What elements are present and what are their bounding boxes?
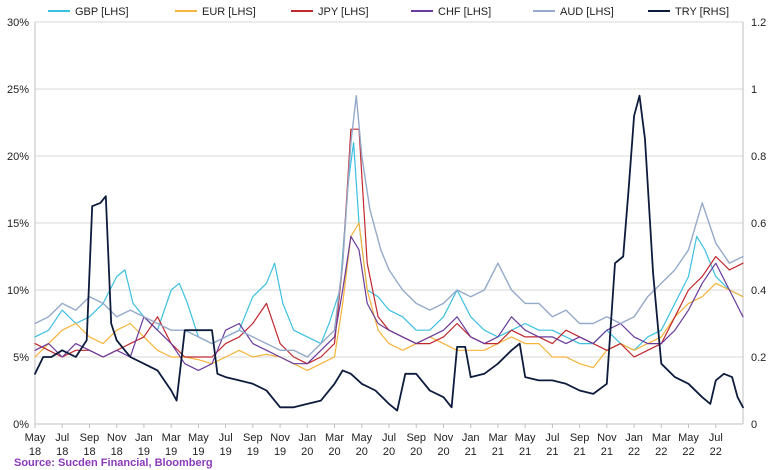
x-tick-year: 19 [274, 446, 286, 458]
x-tick-month: Sep [243, 432, 263, 444]
right-tick-label: 0.8 [751, 151, 766, 163]
right-tick-label: 0.6 [751, 218, 766, 230]
legend-label-chf: CHF [LHS] [438, 6, 491, 18]
series-line-jpy [34, 128, 744, 365]
x-tick-year: 19 [192, 446, 204, 458]
x-tick-year: 19 [138, 446, 150, 458]
x-tick-year: 21 [546, 446, 558, 458]
x-tick-month: Jul [709, 432, 723, 444]
x-tick-year: 20 [328, 446, 340, 458]
x-tick-year: 21 [601, 446, 613, 458]
x-tick-month: Jan [462, 432, 480, 444]
left-tick-label: 15% [7, 218, 29, 230]
left-tick-label: 30% [7, 17, 29, 29]
legend-label-try: TRY [RHS] [675, 6, 729, 18]
right-tick-label: 0.4 [751, 285, 766, 297]
x-tick-year: 22 [682, 446, 694, 458]
series-line-chf [34, 235, 744, 371]
right-tick-label: 1.2 [751, 17, 766, 29]
x-tick-month: Nov [270, 432, 290, 444]
x-tick-month: Jan [625, 432, 643, 444]
legend-label-aud: AUD [LHS] [560, 6, 614, 18]
x-tick-month: Jul [545, 432, 559, 444]
x-tick-year: 22 [655, 446, 667, 458]
x-tick-year: 20 [383, 446, 395, 458]
legend-label-jpy: JPY [LHS] [318, 6, 369, 18]
x-tick-month: Jan [135, 432, 153, 444]
x-tick-year: 19 [165, 446, 177, 458]
x-tick-month: Mar [325, 432, 344, 444]
x-tick-year: 20 [410, 446, 422, 458]
x-tick-year: 20 [301, 446, 313, 458]
x-tick-month: Jul [219, 432, 233, 444]
x-tick-month: Sep [570, 432, 590, 444]
x-tick-year: 21 [519, 446, 531, 458]
x-tick-year: 18 [56, 446, 68, 458]
x-tick-month: Mar [162, 432, 181, 444]
x-tick-year: 21 [573, 446, 585, 458]
x-tick-year: 21 [492, 446, 504, 458]
x-tick-month: Sep [406, 432, 426, 444]
x-tick-month: May [188, 432, 209, 444]
left-tick-label: 5% [13, 352, 29, 364]
x-tick-month: May [351, 432, 372, 444]
left-tick-label: 0% [13, 419, 29, 431]
series-line-try [34, 94, 744, 412]
x-tick-month: Nov [107, 432, 127, 444]
x-tick-month: Jul [382, 432, 396, 444]
x-tick-month: May [515, 432, 536, 444]
right-tick-label: 1 [751, 84, 757, 96]
x-tick-year: 20 [356, 446, 368, 458]
x-tick-year: 20 [437, 446, 449, 458]
x-tick-month: May [678, 432, 699, 444]
x-tick-year: 18 [29, 446, 41, 458]
x-axis-ticks: May 18 Jul 18 Sep 18 Nov 18 Jan 19 Mar 19 May 19 Jul 19… [25, 424, 723, 458]
right-tick-label: 0.2 [751, 352, 766, 364]
x-tick-year: 19 [219, 446, 231, 458]
legend-label-eur: EUR [LHS] [202, 6, 256, 18]
left-tick-label: 25% [7, 84, 29, 96]
x-tick-month: Mar [488, 432, 507, 444]
x-tick-month: Sep [80, 432, 100, 444]
x-tick-year: 18 [83, 446, 95, 458]
x-tick-month: Jul [55, 432, 69, 444]
series-line-gbp [34, 142, 744, 351]
right-tick-label: 0 [751, 419, 757, 431]
series-layer [34, 94, 744, 412]
x-tick-year: 22 [628, 446, 640, 458]
right-axis-ticks: 0 0.2 0.4 0.6 0.8 1 1.2 [751, 17, 766, 431]
x-tick-month: Jan [298, 432, 316, 444]
x-tick-year: 19 [247, 446, 259, 458]
x-tick-month: Nov [597, 432, 617, 444]
series-line-aud [34, 95, 744, 358]
x-tick-month: May [25, 432, 46, 444]
left-tick-label: 20% [7, 151, 29, 163]
source-note: Source: Sucden Financial, Bloomberg [14, 457, 213, 469]
x-tick-month: Mar [652, 432, 671, 444]
gridlines [35, 21, 743, 358]
x-tick-year: 18 [111, 446, 123, 458]
x-tick-month: Nov [434, 432, 454, 444]
legend-label-gbp: GBP [LHS] [75, 6, 129, 18]
left-axis-ticks: 0% 5% 10% 15% 20% 25% 30% [7, 17, 29, 431]
x-tick-year: 21 [465, 446, 477, 458]
legend: GBP [LHS] EUR [LHS] JPY [LHS] CHF [LHS] AUD … [48, 6, 729, 18]
x-tick-year: 22 [710, 446, 722, 458]
left-tick-label: 10% [7, 285, 29, 297]
